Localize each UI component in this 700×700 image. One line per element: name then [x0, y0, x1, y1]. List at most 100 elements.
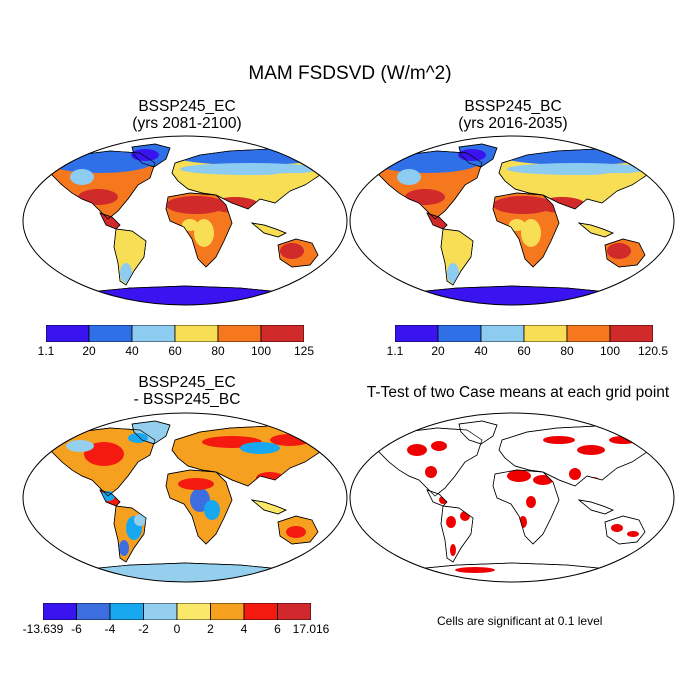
colorbar-tick-label: -6: [71, 622, 82, 636]
colorbar-tick-label: 40: [474, 344, 488, 358]
colorbar-swatch: [437, 325, 482, 342]
colorbar-swatch: [395, 325, 439, 342]
map-panel-diff: [22, 412, 348, 583]
field-region: [447, 263, 459, 283]
field-region: [397, 169, 421, 185]
colorbar-tick-label: 60: [168, 344, 182, 358]
colorbar-swatch: [143, 603, 178, 620]
field-region: [194, 219, 214, 247]
field-region: [450, 544, 456, 556]
colorbar-swatch: [480, 325, 525, 342]
landmass-nz: [325, 264, 332, 277]
field-region: [286, 526, 306, 538]
panel-2-title-line1: BSSP245_BC: [464, 98, 562, 115]
colorbar-tick-label: 17.016: [292, 622, 330, 636]
field-region: [577, 445, 605, 455]
field-region: [280, 243, 304, 259]
field-region: [128, 433, 148, 443]
field-region: [405, 189, 445, 205]
field-region: [204, 500, 220, 520]
field-region: [425, 466, 437, 478]
field-region: [119, 540, 129, 556]
colorbar-swatch: [217, 325, 262, 342]
colorbar-tick-label: 60: [517, 344, 531, 358]
colorbar-tick-label: 120.5: [637, 344, 669, 358]
colorbar-tick-label: 1.1: [386, 344, 404, 358]
colorbar-swatch: [260, 325, 304, 342]
field-region: [493, 196, 553, 214]
field-region: [591, 173, 643, 185]
colorbar-swatch: [176, 603, 211, 620]
field-region: [607, 243, 631, 259]
colorbar-swatch: [46, 325, 90, 342]
colorbar-tick-label: 2: [207, 622, 214, 636]
field-region: [627, 531, 639, 537]
landmass-nz: [652, 541, 659, 554]
colorbar-swatch: [523, 325, 568, 342]
field-region: [84, 442, 124, 466]
colorbar-tick-label: 0: [173, 622, 181, 636]
field-region: [166, 196, 226, 214]
field-region: [431, 441, 447, 451]
panel-3-title-line1: BSSP245_EC: [138, 374, 236, 391]
colorbar-swatch: [88, 325, 133, 342]
field-region: [445, 233, 465, 253]
colorbar-tick-label: 6: [274, 622, 281, 636]
colorbar-swatch: [609, 325, 653, 342]
field-region: [78, 189, 118, 205]
figure-title: MAM FSDSVD (W/m^2): [248, 63, 452, 84]
field-region: [182, 219, 198, 231]
field-region: [521, 219, 541, 247]
colorbar-swatch: [174, 325, 219, 342]
colorbar-swatch: [43, 603, 77, 620]
colorbar-swatch: [243, 603, 278, 620]
field-region: [407, 444, 427, 456]
colorbar-ec: 1.1 20 40 60 80 100 125: [38, 325, 314, 358]
panel-2-title: BSSP245_BC (yrs 2016-2035): [348, 98, 678, 132]
map-panel-ec: [22, 135, 348, 306]
field-region: [178, 478, 214, 490]
field-region: [180, 163, 320, 175]
panel-4-title: T-Test of two Case means at each grid po…: [348, 384, 688, 401]
map-panel-ttest: [349, 412, 675, 583]
map-panel-bc: [349, 135, 675, 306]
field-region: [66, 440, 94, 452]
colorbar-swatch: [277, 603, 311, 620]
colorbar-tick-label: 20: [82, 344, 96, 358]
field-region: [70, 169, 94, 185]
field-region: [611, 524, 623, 532]
colorbar-swatch: [76, 603, 111, 620]
landmass-nz: [325, 541, 332, 554]
colorbar-tick-label: 100: [599, 344, 621, 358]
colorbar-tick-label: 1.1: [37, 344, 55, 358]
colorbar-tick-label: -2: [138, 622, 149, 636]
colorbar-tick-label: 80: [211, 344, 225, 358]
colorbar-swatch: [131, 325, 176, 342]
colorbar-swatch: [109, 603, 144, 620]
panel-3-title: BSSP245_EC - BSSP245_BC: [22, 374, 352, 408]
field-region: [455, 567, 495, 573]
colorbar-tick-label: -13.639: [22, 622, 64, 636]
colorbar-bc: 1.1 20 40 60 80 100 120.5: [387, 325, 668, 358]
colorbar-tick-label: -4: [104, 622, 116, 636]
colorbar-tick-label: 20: [431, 344, 445, 358]
colorbar-tick-label: 4: [240, 622, 248, 636]
field-region: [240, 442, 280, 454]
significance-note: Cells are significant at 0.1 level: [437, 614, 603, 628]
field-region: [131, 149, 159, 161]
panel-4-title-line1: T-Test of two Case means at each grid po…: [366, 384, 670, 401]
field-region: [533, 475, 553, 485]
field-region: [569, 468, 581, 480]
panel-1-title: BSSP245_EC (yrs 2081-2100): [22, 98, 352, 132]
panel-1-title-line1: BSSP245_EC: [138, 98, 236, 115]
panel-2-title-line2: (yrs 2016-2035): [458, 115, 568, 132]
field-region: [543, 436, 575, 444]
field-region: [118, 233, 138, 253]
field-region: [134, 514, 146, 526]
colorbar-tick-label: 80: [560, 344, 574, 358]
field-region: [507, 163, 647, 175]
landmass-nz: [652, 264, 659, 277]
panel-3-title-line2: - BSSP245_BC: [133, 391, 241, 408]
field-region: [507, 470, 531, 482]
field-region: [458, 149, 486, 161]
